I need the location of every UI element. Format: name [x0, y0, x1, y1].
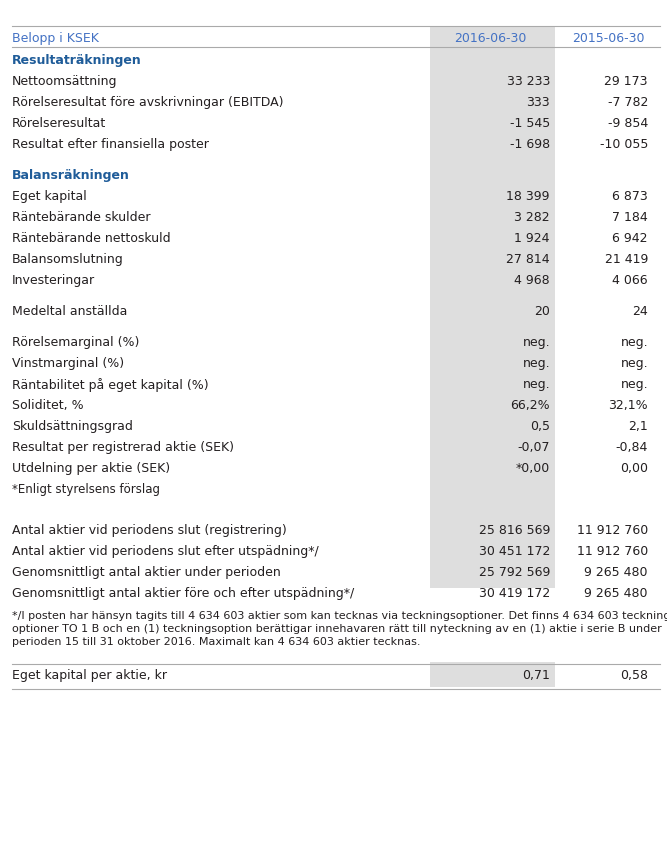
Text: *0,00: *0,00: [516, 462, 550, 475]
Text: neg.: neg.: [522, 336, 550, 349]
Text: 1 924: 1 924: [514, 232, 550, 245]
Text: -9 854: -9 854: [608, 117, 648, 130]
Text: 66,2%: 66,2%: [510, 399, 550, 412]
Text: 2,1: 2,1: [628, 420, 648, 433]
Bar: [430, 662, 555, 687]
Text: 18 399: 18 399: [506, 190, 550, 203]
Text: neg.: neg.: [522, 357, 550, 370]
Text: 25 792 569: 25 792 569: [479, 566, 550, 579]
Text: 24: 24: [632, 305, 648, 318]
Text: Skuldsättningsgrad: Skuldsättningsgrad: [12, 420, 133, 433]
Text: -1 545: -1 545: [510, 117, 550, 130]
Text: 333: 333: [526, 96, 550, 109]
Bar: [430, 26, 555, 588]
Text: Räntabilitet på eget kapital (%): Räntabilitet på eget kapital (%): [12, 378, 209, 392]
Text: Resultat per registrerad aktie (SEK): Resultat per registrerad aktie (SEK): [12, 441, 234, 454]
Text: 11 912 760: 11 912 760: [577, 524, 648, 537]
Text: 2015-06-30: 2015-06-30: [572, 32, 644, 45]
Text: */I posten har hänsyn tagits till 4 634 603 aktier som kan tecknas via tecknings: */I posten har hänsyn tagits till 4 634 …: [12, 611, 667, 621]
Text: -0,84: -0,84: [616, 441, 648, 454]
Text: 33 233: 33 233: [507, 75, 550, 88]
Text: 30 419 172: 30 419 172: [479, 587, 550, 600]
Text: perioden 15 till 31 oktober 2016. Maximalt kan 4 634 603 aktier tecknas.: perioden 15 till 31 oktober 2016. Maxima…: [12, 637, 420, 647]
Text: Resultaträkningen: Resultaträkningen: [12, 54, 142, 67]
Text: Räntebärande skulder: Räntebärande skulder: [12, 211, 151, 224]
Text: 11 912 760: 11 912 760: [577, 545, 648, 558]
Text: 7 184: 7 184: [612, 211, 648, 224]
Text: 6 942: 6 942: [612, 232, 648, 245]
Text: 25 816 569: 25 816 569: [479, 524, 550, 537]
Text: 9 265 480: 9 265 480: [584, 587, 648, 600]
Text: Belopp i KSEK: Belopp i KSEK: [12, 32, 99, 45]
Text: 0,00: 0,00: [620, 462, 648, 475]
Text: 4 066: 4 066: [612, 274, 648, 287]
Text: -0,07: -0,07: [518, 441, 550, 454]
Text: 20: 20: [534, 305, 550, 318]
Text: Eget kapital per aktie, kr: Eget kapital per aktie, kr: [12, 669, 167, 682]
Text: Genomsnittligt antal aktier före och efter utspädning*/: Genomsnittligt antal aktier före och eft…: [12, 587, 354, 600]
Text: Vinstmarginal (%): Vinstmarginal (%): [12, 357, 124, 370]
Text: Antal aktier vid periodens slut efter utspädning*/: Antal aktier vid periodens slut efter ut…: [12, 545, 319, 558]
Text: *Enligt styrelsens förslag: *Enligt styrelsens förslag: [12, 483, 160, 496]
Text: 27 814: 27 814: [506, 253, 550, 266]
Text: neg.: neg.: [620, 357, 648, 370]
Text: neg.: neg.: [522, 378, 550, 391]
Text: 32,1%: 32,1%: [608, 399, 648, 412]
Text: -10 055: -10 055: [600, 138, 648, 151]
Text: Räntebärande nettoskuld: Räntebärande nettoskuld: [12, 232, 171, 245]
Text: 2016-06-30: 2016-06-30: [454, 32, 526, 45]
Text: 0,5: 0,5: [530, 420, 550, 433]
Text: Balansomslutning: Balansomslutning: [12, 253, 124, 266]
Text: Rörelseresultat före avskrivningar (EBITDA): Rörelseresultat före avskrivningar (EBIT…: [12, 96, 283, 109]
Text: 4 968: 4 968: [514, 274, 550, 287]
Text: Resultat efter finansiella poster: Resultat efter finansiella poster: [12, 138, 209, 151]
Text: Medeltal anställda: Medeltal anställda: [12, 305, 127, 318]
Text: Balansräkningen: Balansräkningen: [12, 169, 130, 182]
Text: Rörelseresultat: Rörelseresultat: [12, 117, 106, 130]
Text: Genomsnittligt antal aktier under perioden: Genomsnittligt antal aktier under period…: [12, 566, 281, 579]
Text: -1 698: -1 698: [510, 138, 550, 151]
Text: 6 873: 6 873: [612, 190, 648, 203]
Text: 29 173: 29 173: [604, 75, 648, 88]
Text: 3 282: 3 282: [514, 211, 550, 224]
Text: 21 419: 21 419: [604, 253, 648, 266]
Text: Soliditet, %: Soliditet, %: [12, 399, 83, 412]
Text: neg.: neg.: [620, 336, 648, 349]
Text: 0,58: 0,58: [620, 669, 648, 682]
Text: neg.: neg.: [620, 378, 648, 391]
Text: Eget kapital: Eget kapital: [12, 190, 87, 203]
Text: 30 451 172: 30 451 172: [479, 545, 550, 558]
Text: Rörelsemarginal (%): Rörelsemarginal (%): [12, 336, 139, 349]
Text: optioner TO 1 B och en (1) teckningsoption berättigar innehavaren rätt till nyte: optioner TO 1 B och en (1) teckningsopti…: [12, 624, 662, 634]
Text: Antal aktier vid periodens slut (registrering): Antal aktier vid periodens slut (registr…: [12, 524, 287, 537]
Text: 9 265 480: 9 265 480: [584, 566, 648, 579]
Text: 0,71: 0,71: [522, 669, 550, 682]
Text: Nettoomsättning: Nettoomsättning: [12, 75, 117, 88]
Text: Investeringar: Investeringar: [12, 274, 95, 287]
Text: Utdelning per aktie (SEK): Utdelning per aktie (SEK): [12, 462, 170, 475]
Text: -7 782: -7 782: [608, 96, 648, 109]
